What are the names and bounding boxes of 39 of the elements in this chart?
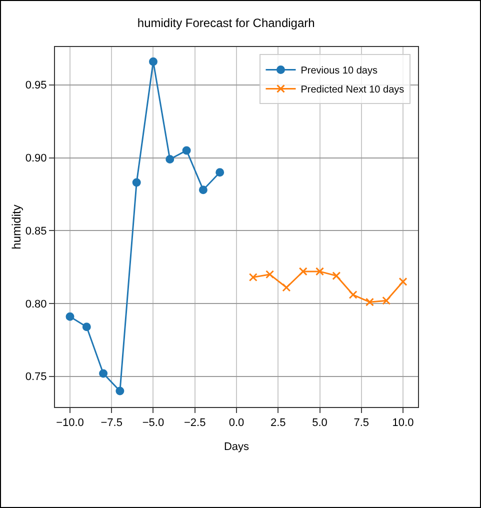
point (216, 168, 224, 177)
x-axis-title: Days (224, 441, 250, 453)
legend-label: Previous 10 days (300, 66, 378, 77)
point (266, 270, 274, 279)
y-tick-label: 0.90 (25, 152, 47, 165)
x-tick-label: 0.0 (228, 417, 244, 430)
x-tick-label: 7.5 (354, 417, 370, 430)
x-tick-label: 10.0 (392, 417, 414, 430)
point (198, 186, 208, 194)
point (166, 154, 174, 164)
x-tick-label: 5.0 (312, 417, 328, 430)
x-tick-label: −10.0 (56, 417, 84, 430)
point (398, 277, 408, 286)
point (282, 283, 291, 292)
point (382, 296, 391, 305)
y-tick-label: 0.80 (25, 298, 47, 310)
point (332, 272, 341, 280)
x-tick-label: 2.5 (270, 417, 286, 430)
point (182, 146, 191, 155)
y-tick-label: 0.95 (25, 80, 47, 92)
point (82, 322, 91, 332)
y-axis-title: humidity (9, 204, 24, 250)
chart-title: humidity Forecast for Chandigarh (137, 16, 315, 30)
y-tick-label: 0.75 (25, 371, 47, 384)
point (365, 298, 374, 306)
point (248, 273, 258, 282)
point (132, 178, 141, 187)
x-tick-label: −2.5 (184, 417, 206, 430)
x-tick-label: −7.5 (100, 417, 122, 430)
point (66, 312, 74, 321)
x-tick-label: −5.0 (142, 417, 164, 430)
point (116, 386, 124, 396)
y-tick-label: 0.85 (25, 225, 47, 238)
point (316, 267, 324, 276)
point (348, 290, 358, 300)
point (148, 57, 158, 66)
legend-label: Predicted Next 10 days (300, 84, 404, 96)
point (99, 369, 108, 378)
point (298, 267, 308, 276)
